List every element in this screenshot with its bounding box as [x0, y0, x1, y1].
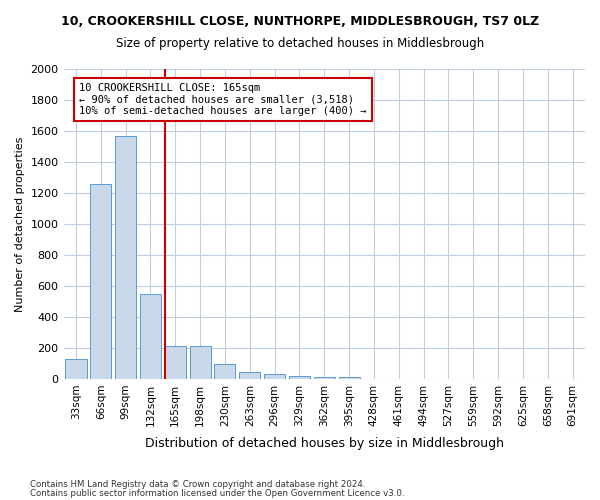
Bar [165, 346, 186, 379]
Bar [214, 364, 235, 379]
Text: Size of property relative to detached houses in Middlesbrough: Size of property relative to detached ho… [116, 38, 484, 51]
Bar [190, 346, 211, 379]
Bar [115, 136, 136, 379]
Bar [314, 376, 335, 379]
Text: 10, CROOKERSHILL CLOSE, NUNTHORPE, MIDDLESBROUGH, TS7 0LZ: 10, CROOKERSHILL CLOSE, NUNTHORPE, MIDDL… [61, 15, 539, 28]
Bar [65, 359, 86, 379]
Bar [140, 294, 161, 379]
Bar [338, 376, 359, 379]
Bar [90, 184, 112, 379]
Bar [289, 376, 310, 379]
Y-axis label: Number of detached properties: Number of detached properties [15, 136, 25, 312]
Bar [264, 374, 285, 379]
Text: Contains public sector information licensed under the Open Government Licence v3: Contains public sector information licen… [30, 488, 404, 498]
Text: 10 CROOKERSHILL CLOSE: 165sqm
← 90% of detached houses are smaller (3,518)
10% o: 10 CROOKERSHILL CLOSE: 165sqm ← 90% of d… [79, 83, 367, 116]
X-axis label: Distribution of detached houses by size in Middlesbrough: Distribution of detached houses by size … [145, 437, 504, 450]
Bar [239, 372, 260, 379]
Text: Contains HM Land Registry data © Crown copyright and database right 2024.: Contains HM Land Registry data © Crown c… [30, 480, 365, 489]
